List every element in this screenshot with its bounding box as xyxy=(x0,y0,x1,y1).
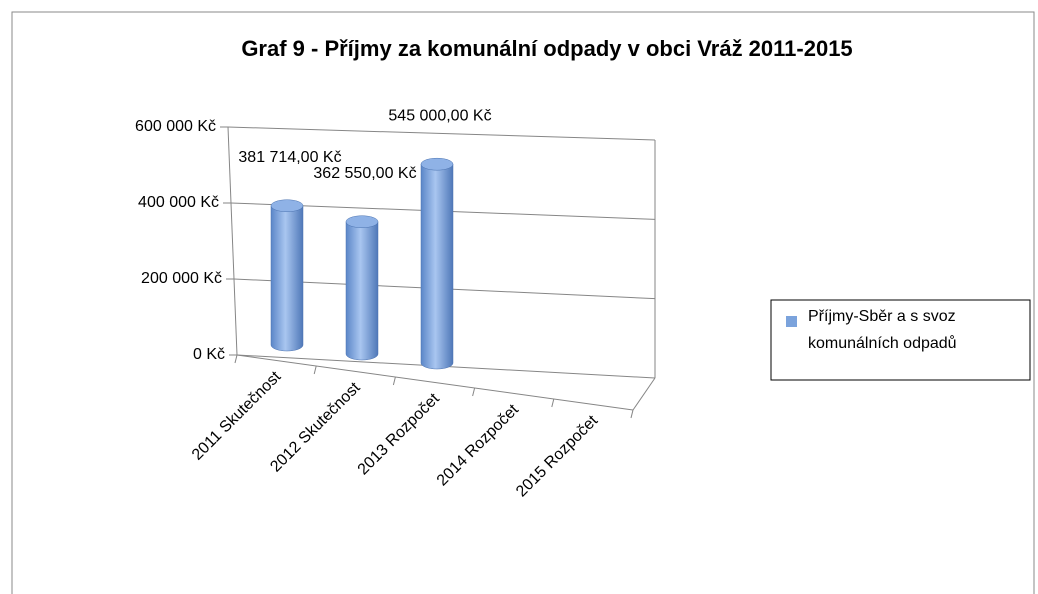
bar xyxy=(345,221,379,361)
bar xyxy=(270,205,304,352)
data-label: 362 550,00 Kč xyxy=(313,165,416,182)
chart-title: Graf 9 - Příjmy za komunální odpady v ob… xyxy=(241,36,852,61)
bar-top xyxy=(270,199,304,213)
bar-top xyxy=(345,215,379,228)
y-tick-label: 0 Kč xyxy=(193,346,225,363)
x-tick xyxy=(392,376,396,386)
chart-frame xyxy=(11,11,1035,594)
floor-side-edge xyxy=(632,377,656,411)
grid-line xyxy=(227,126,656,141)
data-label: 381 714,00 Kč xyxy=(238,149,341,166)
floor-front-edge xyxy=(236,354,634,411)
x-tick-label: 2015 Rozpočet xyxy=(513,412,602,501)
legend-box xyxy=(770,299,1031,381)
y-tick-label: 400 000 Kč xyxy=(138,194,219,211)
x-tick-label: 2014 Rozpočet xyxy=(434,401,523,490)
legend-label: Příjmy-Sběr a s svoz komunálních odpadů xyxy=(808,308,957,352)
x-tick-label: 2013 Rozpočet xyxy=(355,390,444,479)
y-tick-label: 200 000 Kč xyxy=(141,270,222,287)
legend-text-wrap: Příjmy-Sběr a s svoz komunálních odpadů xyxy=(808,308,957,352)
x-tick xyxy=(551,398,555,408)
x-tick xyxy=(630,409,634,419)
y-axis xyxy=(227,126,238,356)
x-tick-label: 2012 Skutečnost xyxy=(267,379,364,476)
data-label: 545 000,00 Kč xyxy=(388,107,491,124)
bar xyxy=(420,163,454,370)
y-tick-label: 600 000 Kč xyxy=(135,118,216,135)
x-tick xyxy=(234,354,238,364)
x-tick xyxy=(313,365,317,375)
x-tick-label: 2011 Skutečnost xyxy=(189,368,285,464)
legend-swatch xyxy=(786,316,797,327)
bar-top xyxy=(420,157,454,171)
x-tick xyxy=(472,387,476,397)
